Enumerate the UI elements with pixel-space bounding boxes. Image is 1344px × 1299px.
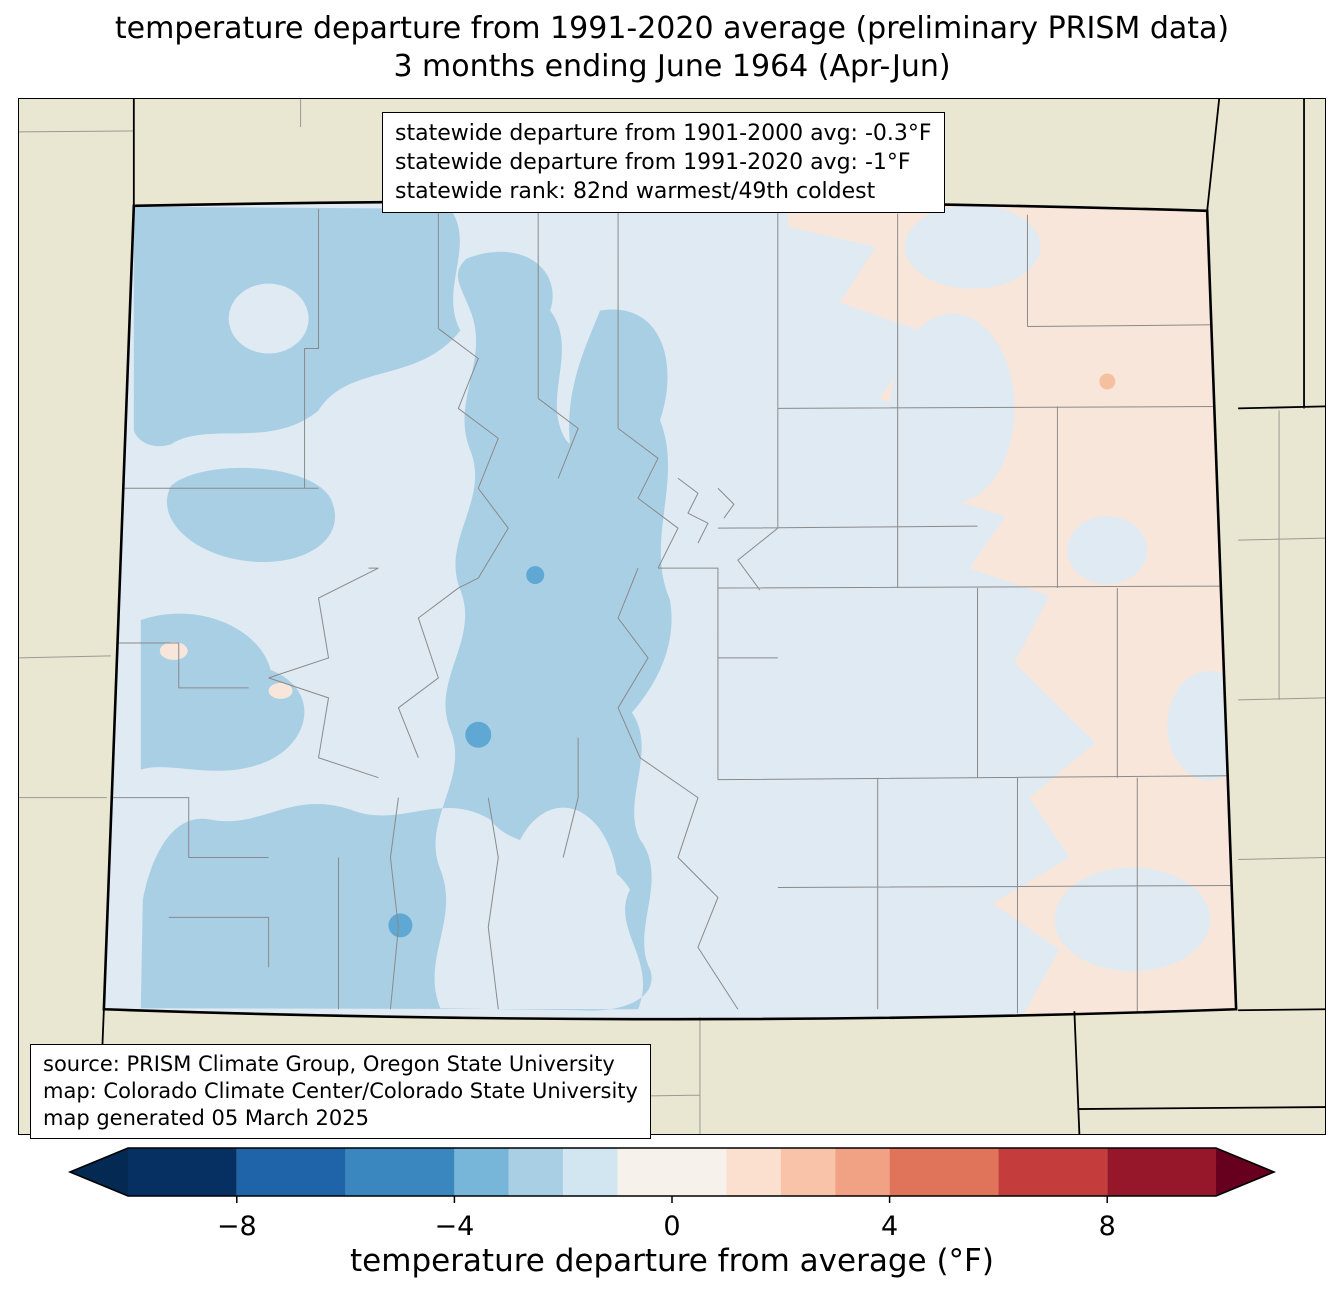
credits-line-2: map: Colorado Climate Center/Colorado St…	[43, 1079, 638, 1103]
cool-anomaly-region	[133, 206, 672, 1011]
neutral-patch	[325, 588, 422, 728]
colorbar-segment	[889, 1148, 999, 1196]
cool-strong-spot	[388, 913, 413, 938]
warm-spot	[159, 641, 188, 660]
colorbar-tick-label: 4	[881, 1211, 898, 1242]
plot-frame	[18, 98, 1326, 1135]
state-fill-layer	[103, 201, 1237, 1020]
stats-line-2: statewide departure from 1991-2020 avg: …	[395, 150, 911, 175]
map-title: temperature departure from 1991-2020 ave…	[0, 10, 1344, 86]
colorbar-segment	[998, 1148, 1108, 1196]
credits-line-1: source: PRISM Climate Group, Oregon Stat…	[43, 1052, 615, 1076]
neutral-patch	[890, 313, 1015, 504]
colorbar-tick-label: −4	[434, 1211, 474, 1242]
colorbar-tick-label: 8	[1099, 1211, 1116, 1242]
colorbar-segment	[617, 1148, 727, 1196]
colorbar-svg: −8 −4 0 4 8	[67, 1147, 1277, 1242]
stats-box: statewide departure from 1901-2000 avg: …	[382, 112, 945, 213]
neutral-patch	[1054, 867, 1211, 972]
colorbar-segment	[780, 1148, 836, 1196]
county-boundaries	[103, 208, 1237, 1014]
map-title-line-1: temperature departure from 1991-2020 ave…	[114, 11, 1230, 46]
colorbar-outline	[67, 1147, 1277, 1197]
colorbar-segment	[835, 1148, 890, 1196]
credits-line-3: map generated 05 March 2025	[43, 1106, 370, 1130]
colorbar-tick-label: −8	[217, 1211, 257, 1242]
colorbar-segment	[236, 1148, 346, 1196]
neutral-patch	[1067, 516, 1148, 585]
cool-strong-spot	[526, 566, 545, 585]
colorbar-segment	[128, 1148, 237, 1196]
colorado-map-svg	[19, 99, 1325, 1134]
colorbar-segment	[454, 1148, 509, 1196]
colorbar-ticks: −8 −4 0 4 8	[217, 1196, 1116, 1242]
colorbar-segment	[726, 1148, 781, 1196]
colorbar-tick-label: 0	[663, 1211, 680, 1242]
warm-medium-spot	[1099, 373, 1116, 390]
neutral-patch	[228, 283, 309, 354]
colorbar-under-arrow	[70, 1148, 128, 1196]
colorbar: −8 −4 0 4 8	[18, 1140, 1326, 1250]
colorbar-segment	[508, 1148, 564, 1196]
cool-strong-spot	[465, 721, 492, 748]
stats-line-1: statewide departure from 1901-2000 avg: …	[395, 121, 932, 146]
credits-box: source: PRISM Climate Group, Oregon Stat…	[30, 1044, 651, 1139]
warm-spot	[268, 682, 293, 699]
colorbar-segment	[563, 1148, 618, 1196]
map-title-line-2: 3 months ending June 1964 (Apr-Jun)	[393, 49, 951, 84]
colorbar-segments	[128, 1148, 1216, 1196]
neutral-patch	[508, 807, 619, 978]
stats-line-3: statewide rank: 82nd warmest/49th coldes…	[395, 179, 876, 204]
neutral-patch	[904, 204, 1041, 289]
colorbar-over-arrow	[1216, 1148, 1274, 1196]
colorbar-segment	[345, 1148, 455, 1196]
colorbar-axis-label: temperature departure from average (°F)	[350, 1243, 994, 1279]
colorbar-segment	[1107, 1148, 1216, 1196]
